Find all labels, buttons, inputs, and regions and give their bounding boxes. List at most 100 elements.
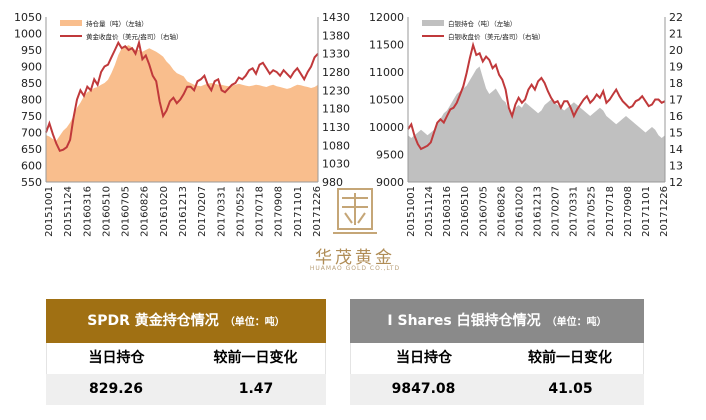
- gold-left-tick-label: 800: [21, 94, 42, 107]
- silver-x-tick-label: 20171101: [641, 186, 652, 237]
- gold-left-tick-label: 900: [21, 61, 42, 74]
- gold-holding-header: 当日持仓: [88, 350, 145, 366]
- gold-x-tick-label: 20160826: [140, 186, 151, 237]
- gold-right-tick-label: 1030: [322, 158, 350, 171]
- silver-left-tick-label: 10500: [369, 94, 404, 107]
- silver-panel-unit: （单位：吨）: [546, 317, 607, 328]
- silver-holdings-chart: 9000 9500 10000 10500 11000 11500 12000 12 13 14 1…: [369, 11, 683, 237]
- gold-panel-title: SPDR 黄金持仓情况 （单位：吨）: [46, 299, 326, 343]
- silver-left-tick-label: 12000: [369, 11, 404, 24]
- silver-right-tick-label: 19: [669, 61, 683, 74]
- gold-legend-area-label: 持仓量（吨）（左轴）: [86, 19, 148, 28]
- silver-change-header: 较前一日变化: [528, 350, 612, 366]
- silver-right-tick-label: 22: [669, 11, 683, 24]
- silver-right-tick-label: 17: [669, 94, 683, 107]
- gold-legend-line-label: 黄金收盘价（美元/盎司）（右轴）: [86, 32, 182, 41]
- gold-right-tick-label: 1280: [322, 66, 350, 79]
- silver-left-tick-label: 11500: [369, 39, 404, 52]
- logo-chinese-name: 华茂黄金: [315, 248, 395, 268]
- silver-x-tick-label: 20160705: [478, 186, 489, 237]
- gold-left-tick-label: 750: [21, 110, 42, 123]
- silver-x-tick-label: 20170207: [551, 186, 562, 237]
- gold-right-tick-label: 1330: [322, 48, 350, 61]
- silver-x-tick-label: 20160510: [460, 186, 471, 237]
- gold-panel-header-row: 当日持仓 较前一日变化: [46, 343, 326, 374]
- gold-change-header: 较前一日变化: [213, 350, 298, 366]
- gold-right-tick-label: 1180: [322, 103, 350, 116]
- silver-left-tick-label: 9500: [376, 149, 404, 162]
- gold-panel-value-row: 829.26 1.47: [46, 374, 326, 405]
- gold-left-tick-label: 550: [21, 176, 42, 189]
- silver-right-tick-label: 16: [669, 110, 683, 123]
- ishares-silver-holdings-panel: I Shares 白银持仓情况 （单位：吨） 当日持仓 较前一日变化 9847.0…: [350, 299, 644, 407]
- gold-left-tick-label: 1000: [14, 28, 42, 41]
- gold-x-tick-label: 20171226: [312, 186, 323, 237]
- silver-left-tick-label: 11000: [369, 66, 404, 79]
- silver-holding-header: 当日持仓: [396, 350, 452, 366]
- gold-x-tick-label: 20170718: [255, 186, 266, 237]
- silver-holdings-area: [408, 66, 665, 182]
- silver-price-line: [407, 41, 666, 151]
- gold-x-tick-label: 20161020: [159, 186, 170, 237]
- gold-x-tick-label: 20160316: [82, 186, 93, 237]
- gold-holding-value: 829.26: [88, 381, 144, 397]
- silver-right-tick-label: 20: [669, 44, 683, 57]
- silver-x-tick-label: 20170718: [605, 186, 616, 237]
- silver-x-tick-label: 20161020: [514, 186, 525, 237]
- gold-right-tick-label: 1230: [322, 84, 350, 97]
- silver-right-tick-label: 21: [669, 28, 683, 41]
- gold-holdings-chart: 550 600 650 700 750 800 850 900 950 1000 1050 980 10…: [14, 11, 350, 237]
- logo-english-name: HUAMAO GOLD CO.,LTD: [309, 265, 401, 272]
- gold-right-tick-label: 1380: [322, 29, 350, 42]
- gold-panel-title-text: SPDR 黄金持仓情况: [87, 313, 219, 329]
- gold-left-tick-label: 950: [21, 44, 42, 57]
- silver-x-tick-label: 20171226: [659, 186, 670, 237]
- silver-x-tick-label: 20170908: [623, 186, 634, 237]
- silver-right-tick-label: 12: [669, 176, 683, 189]
- gold-x-tick-label: 20151001: [44, 186, 55, 237]
- silver-panel-value-row: 9847.08 41.05: [350, 374, 644, 405]
- silver-change-value: 41.05: [548, 381, 593, 397]
- gold-x-tick-label: 20170908: [274, 186, 285, 237]
- gold-right-tick-label: 1130: [322, 121, 350, 134]
- silver-left-tick-label: 9000: [376, 176, 404, 189]
- gold-left-tick-label: 600: [21, 160, 42, 173]
- gold-x-tick-label: 20170525: [235, 186, 246, 237]
- silver-right-tick-label: 13: [669, 160, 683, 173]
- silver-panel-title: I Shares 白银持仓情况 （单位：吨）: [350, 299, 644, 343]
- silver-x-tick-label: 20170331: [569, 186, 580, 237]
- silver-legend-line-label: 白银收盘价（美元/盎司）（右轴）: [448, 32, 544, 41]
- huamao-logo-mark: [333, 188, 377, 234]
- silver-right-tick-label: 14: [669, 143, 683, 156]
- gold-change-value: 1.47: [238, 381, 274, 397]
- gold-x-tick-label: 20170207: [197, 186, 208, 237]
- gold-x-tick-label: 20160705: [121, 186, 132, 237]
- spdr-gold-holdings-panel: SPDR 黄金持仓情况 （单位：吨） 当日持仓 较前一日变化 829.26 1.4…: [46, 299, 326, 407]
- silver-holding-value: 9847.08: [391, 381, 456, 397]
- gold-left-tick-label: 850: [21, 77, 42, 90]
- silver-right-tick-label: 15: [669, 127, 683, 140]
- silver-x-tick-label: 20160316: [442, 186, 453, 237]
- silver-legend-area-label: 白银持仓（吨）（左轴）: [448, 19, 516, 28]
- silver-panel-header-row: 当日持仓 较前一日变化: [350, 343, 644, 374]
- gold-left-tick-label: 1050: [14, 11, 42, 24]
- gold-price-line: [45, 38, 319, 153]
- gold-right-tick-label: 1080: [322, 139, 350, 152]
- gold-right-tick-label: 1430: [322, 11, 350, 24]
- silver-x-tick-label: 20170525: [587, 186, 598, 237]
- silver-x-tick-label: 20160826: [496, 186, 507, 237]
- gold-x-tick-label: 20171101: [293, 186, 304, 237]
- gold-left-tick-label: 700: [21, 127, 42, 140]
- silver-left-tick-label: 10000: [369, 121, 404, 134]
- gold-panel-unit: （单位：吨）: [224, 317, 285, 328]
- gold-left-tick-label: 650: [21, 143, 42, 156]
- silver-x-tick-label: 20161213: [533, 186, 544, 237]
- silver-x-tick-label: 20151124: [424, 186, 435, 237]
- gold-right-tick-label: 980: [322, 176, 343, 189]
- gold-x-tick-label: 20160510: [101, 186, 112, 237]
- gold-holdings-area: [46, 45, 318, 182]
- gold-x-tick-label: 20161213: [178, 186, 189, 237]
- silver-x-tick-label: 20151001: [406, 186, 417, 237]
- gold-legend-area-swatch: [60, 20, 82, 26]
- huamao-logo: 华茂黄金 HUAMAO GOLD CO.,LTD: [300, 185, 410, 275]
